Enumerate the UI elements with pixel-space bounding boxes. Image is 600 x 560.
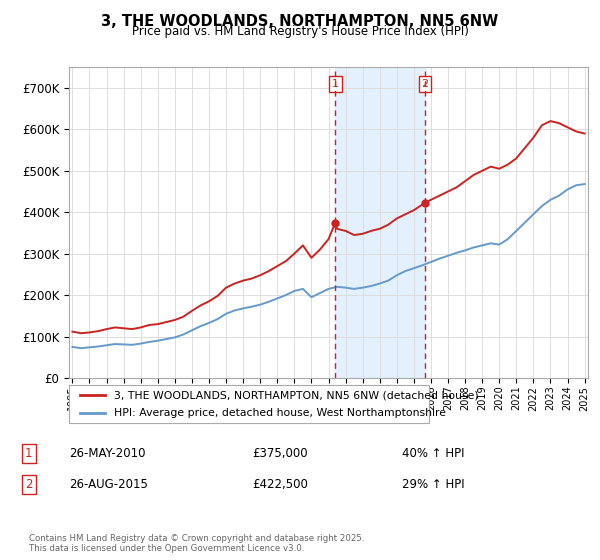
Text: 40% ↑ HPI: 40% ↑ HPI <box>402 447 464 460</box>
Text: Contains HM Land Registry data © Crown copyright and database right 2025.
This d: Contains HM Land Registry data © Crown c… <box>29 534 364 553</box>
Text: £422,500: £422,500 <box>252 478 308 491</box>
Text: £375,000: £375,000 <box>252 447 308 460</box>
Text: 1: 1 <box>25 447 32 460</box>
Text: 3, THE WOODLANDS, NORTHAMPTON, NN5 6NW: 3, THE WOODLANDS, NORTHAMPTON, NN5 6NW <box>101 14 499 29</box>
Text: 3, THE WOODLANDS, NORTHAMPTON, NN5 6NW (detached house): 3, THE WOODLANDS, NORTHAMPTON, NN5 6NW (… <box>114 390 479 400</box>
Text: 29% ↑ HPI: 29% ↑ HPI <box>402 478 464 491</box>
Text: HPI: Average price, detached house, West Northamptonshire: HPI: Average price, detached house, West… <box>114 408 446 418</box>
Bar <box>335 67 425 378</box>
Text: 2: 2 <box>25 478 32 491</box>
Text: 26-MAY-2010: 26-MAY-2010 <box>69 447 146 460</box>
Text: 1: 1 <box>332 79 339 89</box>
Text: Price paid vs. HM Land Registry's House Price Index (HPI): Price paid vs. HM Land Registry's House … <box>131 25 469 38</box>
Text: 26-AUG-2015: 26-AUG-2015 <box>69 478 148 491</box>
Text: 2: 2 <box>421 79 428 89</box>
